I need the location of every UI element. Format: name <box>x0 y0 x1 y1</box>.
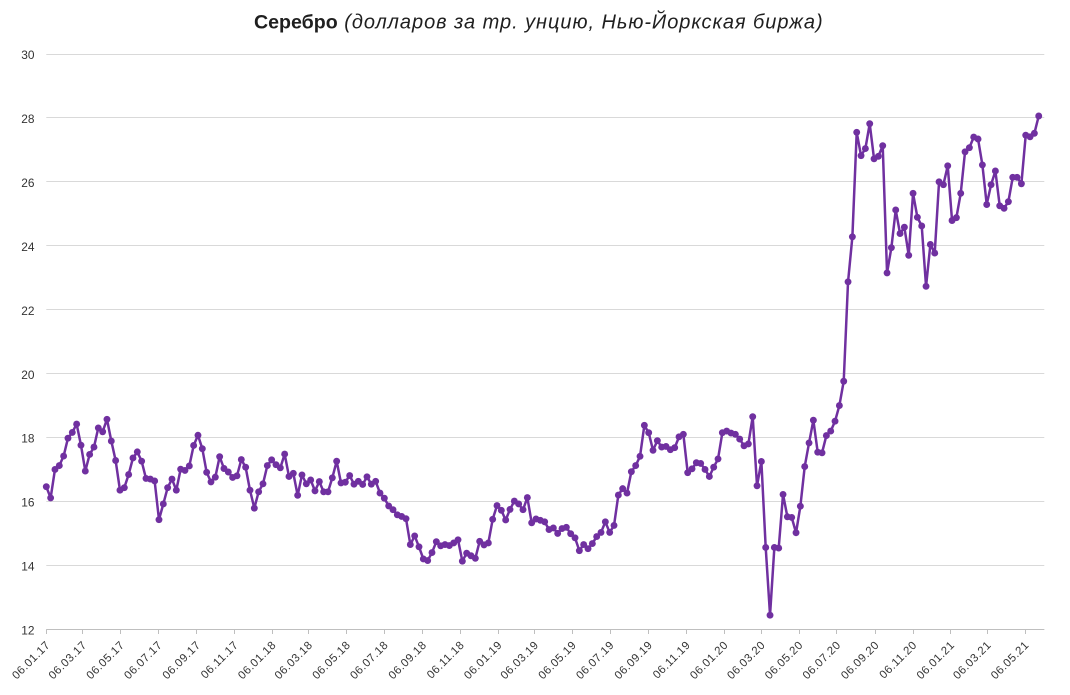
svg-text:20: 20 <box>21 368 35 382</box>
svg-text:30: 30 <box>21 48 35 62</box>
svg-text:18: 18 <box>21 432 35 446</box>
svg-text:26: 26 <box>21 176 35 190</box>
svg-text:16: 16 <box>21 496 35 510</box>
svg-text:28: 28 <box>21 112 35 126</box>
svg-text:14: 14 <box>21 560 35 574</box>
svg-text:24: 24 <box>21 240 35 254</box>
svg-text:Серебро (долларов за тр. унцию: Серебро (долларов за тр. унцию, Нью-Йорк… <box>254 11 824 34</box>
svg-text:12: 12 <box>21 623 35 637</box>
svg-text:22: 22 <box>21 304 35 318</box>
